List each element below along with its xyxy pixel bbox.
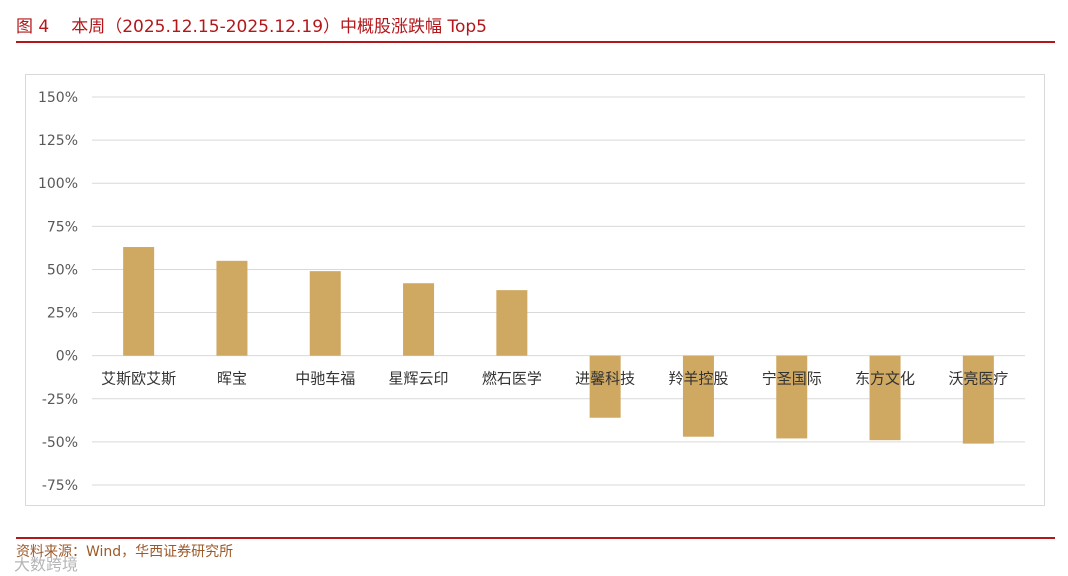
bar xyxy=(403,283,435,356)
bar xyxy=(776,355,808,439)
y-tick-label: -50% xyxy=(42,435,78,451)
y-tick-label: 150% xyxy=(38,90,78,106)
figure-title: 图 4 本周（2025.12.15-2025.12.19）中概股涨跌幅 Top5 xyxy=(16,14,487,40)
bottom-divider xyxy=(16,537,1055,539)
x-tick-label: 中驰车福 xyxy=(295,370,355,388)
watermark-text: 大数跨境 xyxy=(14,555,79,574)
x-tick-label: 艾斯欧艾斯 xyxy=(101,370,176,388)
y-tick-label: 75% xyxy=(47,219,78,235)
chart-frame: 150% 125% 100% 75% 50% 25% 0% -25% -50% -75% 艾斯欧艾斯… xyxy=(25,74,1045,506)
x-tick-label: 燃石医学 xyxy=(482,370,542,388)
bar xyxy=(123,247,155,356)
y-tick-label: 100% xyxy=(38,176,78,192)
y-tick-label: 125% xyxy=(38,133,78,149)
x-tick-label: 东方文化 xyxy=(855,370,915,388)
figure-number: 图 4 xyxy=(16,17,50,37)
top-divider xyxy=(16,41,1055,43)
bar xyxy=(309,271,341,356)
source-note: 资料来源：Wind，华西证券研究所 xyxy=(16,544,234,560)
bar xyxy=(869,355,901,441)
bar xyxy=(496,290,528,356)
x-tick-label: 晖宝 xyxy=(217,370,247,388)
x-tick-label: 宁圣国际 xyxy=(762,370,822,388)
y-tick-label: 50% xyxy=(47,262,78,278)
figure-caption: 本周（2025.12.15-2025.12.19）中概股涨跌幅 Top5 xyxy=(71,17,487,37)
x-tick-label: 羚羊控股 xyxy=(668,370,728,388)
x-tick-label: 沃亮医疗 xyxy=(948,370,1008,388)
y-tick-label: 0% xyxy=(56,349,78,365)
bar xyxy=(216,260,248,356)
y-tick-label: 25% xyxy=(47,306,78,322)
y-tick-label: -75% xyxy=(42,478,78,494)
bar xyxy=(589,355,621,418)
y-tick-label: -25% xyxy=(42,392,78,408)
x-tick-label: 星辉云印 xyxy=(389,370,449,388)
bar xyxy=(962,355,994,444)
bar-chart: 150% 125% 100% 75% 50% 25% 0% -25% -50% -75% 艾斯欧艾斯… xyxy=(38,90,1025,494)
x-tick-label: 进馨科技 xyxy=(575,370,635,388)
bar xyxy=(682,355,714,437)
